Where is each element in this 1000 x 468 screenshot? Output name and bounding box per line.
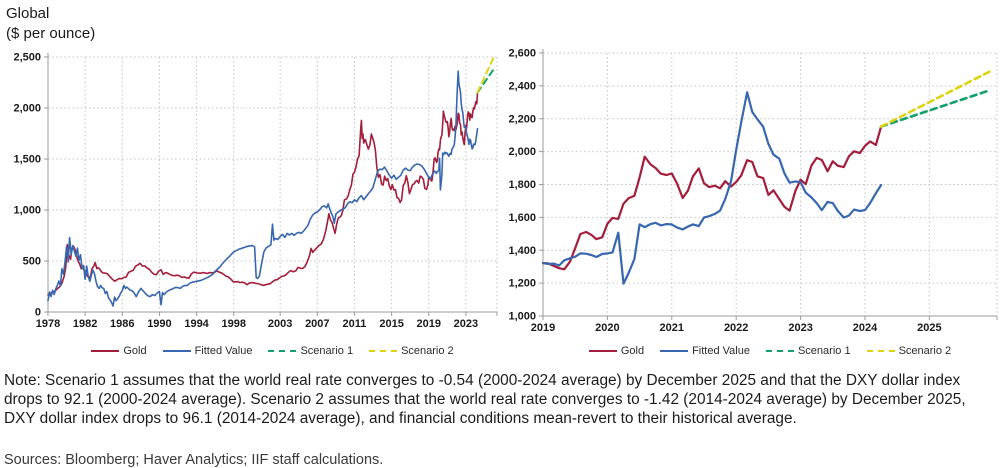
- gridlines: [543, 52, 998, 316]
- x-tick-label: 1986: [110, 318, 134, 330]
- tick-labels: 0 500 1,000 1,500 2,000 2,500 1978 1982 1986 1990…: [13, 52, 478, 331]
- x-tick-label: 2025: [917, 322, 941, 334]
- y-tick-label: 2,000: [13, 103, 41, 115]
- scenario-1-legend-line-icon: [765, 350, 794, 352]
- y-tick-label: 2,400: [508, 80, 536, 92]
- x-tick-label: 2003: [268, 318, 292, 330]
- x-tick-label: 2011: [343, 318, 367, 330]
- x-tick-label: 1990: [147, 318, 171, 330]
- legend-label: Fitted Value: [692, 345, 750, 357]
- legend-item-fitted-value: Fitted Value: [660, 345, 750, 357]
- y-tick-label: 1,600: [508, 212, 536, 224]
- legend-label: Scenario 1: [300, 345, 354, 357]
- gold-line: [541, 125, 883, 271]
- axes: [44, 53, 498, 316]
- x-tick-label: 2023: [788, 322, 812, 334]
- scenario-1-legend-line-icon: [268, 350, 297, 352]
- legend-label: Gold: [620, 345, 645, 357]
- y-tick-label: 1,000: [508, 311, 536, 323]
- scenario-2-legend-line-icon: [369, 350, 398, 352]
- y-tick-label: 0: [35, 307, 41, 319]
- gold-legend-line-icon: [91, 350, 120, 352]
- gold-legend-line-icon: [588, 350, 617, 352]
- x-tick-label: 2019: [417, 318, 441, 330]
- gold-recent-plot-area: 1,000 1,200 1,400 1,600 1,800 2,000 2,200 2,400…: [508, 48, 998, 335]
- scenario-1-line: [879, 88, 992, 128]
- x-tick-label: 2024: [853, 322, 878, 334]
- gridlines: [48, 56, 498, 312]
- legend-item-scenario-1: Scenario 1: [765, 345, 851, 357]
- legend-label: Gold: [123, 345, 147, 357]
- gold-line: [47, 91, 479, 296]
- gold-recent-chart: 1,000 1,200 1,400 1,600 1,800 2,000 2,200 2,400…: [505, 45, 1000, 367]
- legend-item-gold: Gold: [588, 345, 645, 357]
- y-tick-label: 1,400: [508, 245, 536, 257]
- x-tick-label: 1982: [73, 318, 97, 330]
- y-tick-label: 1,000: [13, 205, 41, 217]
- legend-label: Scenario 2: [898, 345, 952, 357]
- page-subtitle: ($ per ounce): [6, 24, 96, 42]
- scenario-2-legend-line-icon: [866, 350, 895, 352]
- legend-item-scenario-1: Scenario 1: [268, 345, 353, 357]
- y-tick-label: 1,200: [508, 278, 536, 290]
- x-tick-label: 2019: [531, 322, 555, 334]
- fitted-value-legend-line-icon: [660, 350, 689, 352]
- tick-labels: 1,000 1,200 1,400 1,600 1,800 2,000 2,200 2,400…: [508, 48, 941, 335]
- y-tick-label: 500: [23, 256, 41, 268]
- legend-label: Scenario 2: [401, 345, 454, 357]
- x-tick-label: 2015: [379, 318, 403, 330]
- legend-item-gold: Gold: [91, 345, 147, 357]
- gold-long-run-plot-area: 0 500 1,000 1,500 2,000 2,500 1978 1982 1986 1990…: [13, 52, 498, 331]
- y-tick-label: 1,500: [13, 154, 41, 166]
- source-line-clipped: Sources: Bloomberg; Haver Analytics; IIF…: [4, 452, 384, 468]
- y-tick-label: 2,500: [13, 52, 41, 64]
- legend-label: Scenario 1: [797, 345, 851, 357]
- page-title: Global: [6, 5, 50, 22]
- y-tick-label: 2,000: [508, 146, 536, 158]
- chart-header: Global ($ per ounce): [6, 4, 95, 43]
- x-tick-label: 1978: [36, 318, 60, 330]
- fitted-value-line: [47, 70, 479, 307]
- scenario-2-line: [476, 57, 495, 94]
- legend-item-scenario-2: Scenario 2: [866, 345, 952, 357]
- axes: [539, 49, 998, 320]
- y-tick-label: 2,600: [508, 48, 536, 60]
- legend: Gold Fitted Value Scenario 1 Scenario 2: [48, 345, 497, 357]
- x-tick-label: 1998: [221, 318, 245, 330]
- legend: Gold Fitted Value Scenario 1 Scenario 2: [543, 345, 997, 357]
- scenario-2-line: [879, 69, 992, 128]
- x-tick-label: 2023: [454, 318, 478, 330]
- x-tick-label: 2020: [595, 322, 619, 334]
- legend-label: Fitted Value: [194, 345, 253, 357]
- gold-long-run-chart: 0 500 1,000 1,500 2,000 2,500 1978 1982 1986 1990…: [0, 45, 502, 367]
- x-tick-label: 2022: [724, 322, 748, 334]
- legend-item-scenario-2: Scenario 2: [369, 345, 454, 357]
- y-tick-label: 2,200: [508, 113, 536, 125]
- legend-item-fitted-value: Fitted Value: [162, 345, 253, 357]
- fitted-value-line: [541, 91, 883, 285]
- x-tick-label: 1994: [184, 318, 209, 330]
- fitted-value-legend-line-icon: [162, 350, 191, 352]
- x-tick-label: 2021: [660, 322, 684, 334]
- y-tick-label: 1,800: [508, 179, 536, 191]
- note-text: Note: Scenario 1 assumes that the world …: [4, 372, 966, 428]
- x-tick-label: 2007: [305, 318, 329, 330]
